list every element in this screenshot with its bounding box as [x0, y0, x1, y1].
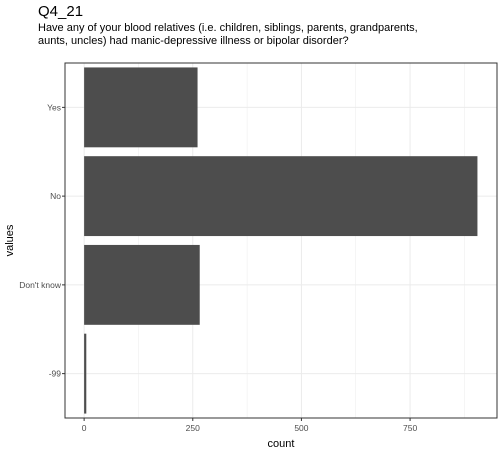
x-axis-title: count: [268, 438, 295, 450]
y-tick-label: Don't know: [19, 280, 62, 290]
bar: [84, 156, 478, 237]
y-tick-label: Yes: [47, 102, 61, 112]
chart-subtitle: Have any of your blood relatives (i.e. c…: [38, 22, 418, 47]
y-tick-label: -99: [49, 369, 62, 379]
bar: [84, 333, 87, 414]
x-tick-label: 250: [186, 423, 200, 433]
y-tick-label: No: [50, 191, 61, 201]
y-axis-title: values: [4, 224, 16, 256]
x-tick-label: 0: [82, 423, 87, 433]
chart-title: Q4_21: [38, 3, 84, 20]
bars-layer: [84, 67, 478, 414]
bar: [84, 244, 200, 325]
x-tick-label: 500: [294, 423, 308, 433]
panel-border: [64, 62, 498, 419]
bar: [84, 67, 198, 148]
axis-layer: Yes No Don't know -99 0 250 500 750: [19, 102, 417, 433]
x-tick-label: 750: [403, 423, 417, 433]
